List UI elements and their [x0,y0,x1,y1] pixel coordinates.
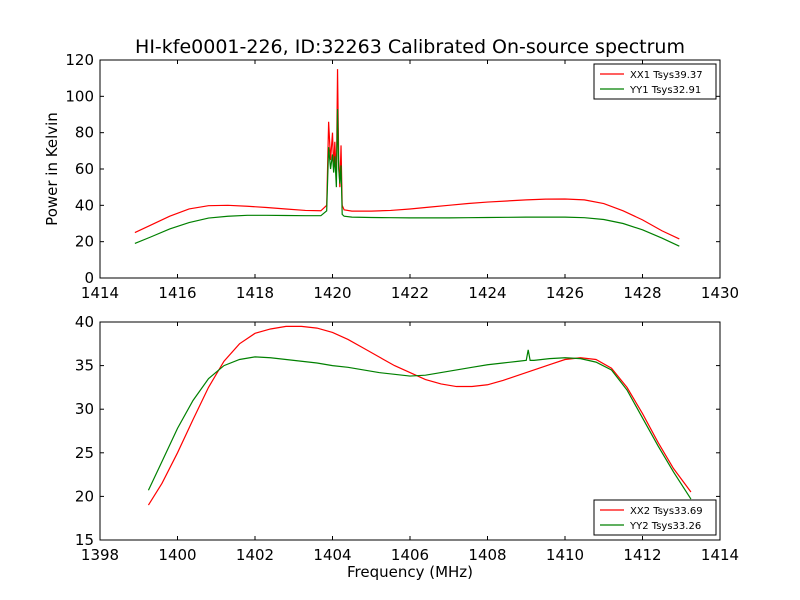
legend-label: YY1 Tsys32.91 [629,85,701,96]
x-tick-label: 1414 [81,284,119,302]
x-axis-label: Frequency (MHz) [347,563,473,581]
y-tick-label: 25 [75,444,94,462]
y-tick-label: 100 [65,87,94,105]
legend-label: YY2 Tsys33.26 [629,521,701,532]
x-tick-label: 1412 [623,546,661,564]
y-tick-label: 40 [75,313,94,331]
x-tick-label: 1420 [313,284,351,302]
legend-label: XX2 Tsys33.69 [630,506,703,517]
x-tick-label: 1406 [391,546,429,564]
x-tick-label: 1408 [468,546,506,564]
y-tick-label: 35 [75,357,94,375]
legend-box [593,63,717,100]
y-tick-label: 15 [75,531,94,549]
legend-box [593,499,717,536]
x-tick-label: 1424 [468,284,506,302]
x-tick-label: 1402 [236,546,274,564]
series-line-2-2 [147,349,692,500]
x-tick-label: 1398 [81,546,119,564]
y-tick-label: 20 [75,233,94,251]
y-tick-label: 40 [75,196,94,214]
bottom-spectrum-panel: 1398 1400 1402 1404 1406 1408 1410 1412 1414 15 20… [75,313,739,581]
y-axis-label: Power in Kelvin [43,112,61,226]
x-tick-label: 1430 [701,284,739,302]
x-tick-label: 1422 [391,284,429,302]
x-tick-label: 1426 [546,284,584,302]
x-tick-label: 1428 [623,284,661,302]
x-tick-label: 1410 [546,546,584,564]
y-tick-label: 80 [75,124,94,142]
series-line-2-1 [147,325,692,506]
x-tick-label: 1400 [158,546,196,564]
y-tick-label: 30 [75,400,94,418]
x-tick-label: 1418 [236,284,274,302]
legend-label: XX1 Tsys39.37 [630,70,703,81]
y-tick-label: 60 [75,160,94,178]
x-tick-label: 1414 [701,546,739,564]
x-tick-label: 1416 [158,284,196,302]
x-tick-label: 1404 [313,546,351,564]
y-tick-label: 0 [84,269,94,287]
series-line-1-2 [134,109,680,247]
y-tick-label: 120 [65,51,94,69]
y-tick-label: 20 [75,487,94,505]
top-spectrum-panel: 1414 1416 1418 1420 1422 1424 1426 1428 1430 0 20 4… [43,51,739,302]
figure-title: HI-kfe0001-226, ID:32263 Calibrated On-s… [135,36,685,58]
